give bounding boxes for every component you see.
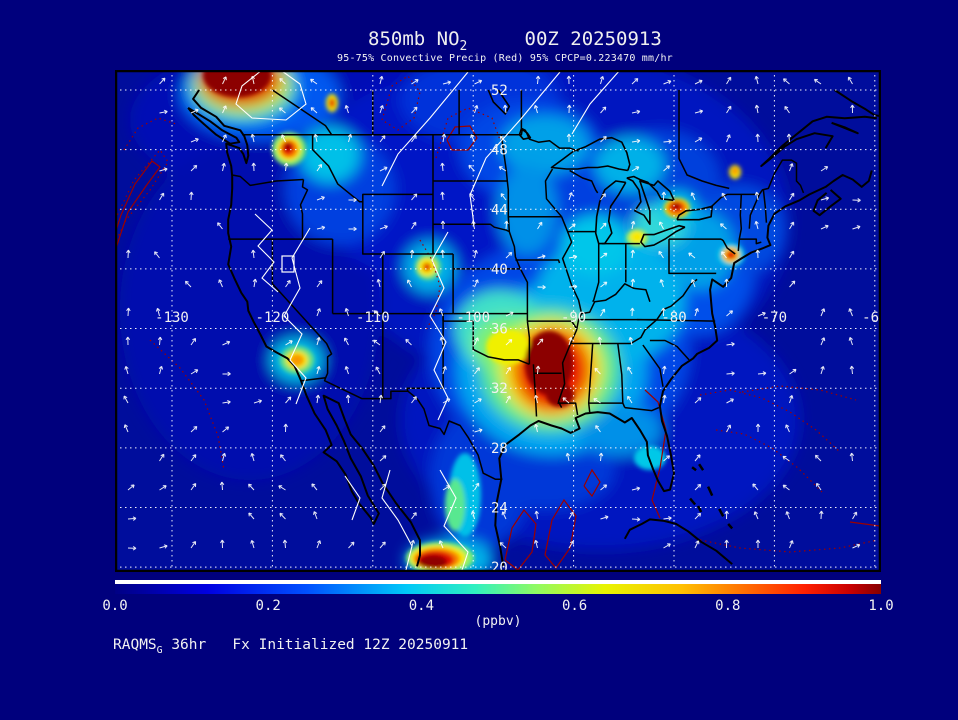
political-border — [668, 239, 717, 275]
colorbar-tick: 0.8 — [715, 598, 741, 614]
political-border — [515, 259, 561, 264]
coastline — [760, 115, 877, 167]
coastline — [187, 107, 241, 145]
political-border — [624, 406, 660, 412]
title-variable-subscript: 2 — [459, 38, 468, 54]
latitude-label: 28 — [491, 441, 508, 457]
latitude-label: 36 — [491, 322, 508, 338]
title-variable: 850mb NO — [368, 28, 460, 50]
coastline — [623, 518, 733, 565]
political-border — [656, 278, 698, 321]
colorbar-units-label: (ppbv) — [474, 614, 522, 629]
coastline — [812, 189, 842, 217]
latitude-label: 52 — [491, 83, 508, 99]
longitude-label: -120 — [256, 310, 290, 326]
latlon-grid — [115, 70, 881, 572]
political-border — [709, 159, 805, 209]
longitude-label: -80 — [661, 310, 686, 326]
latitude-label: 44 — [491, 202, 508, 218]
political-border — [557, 402, 579, 416]
plot-title: 850mb NO2 00Z 20250913 — [368, 28, 662, 54]
political-border — [271, 89, 333, 136]
latitude-label: 48 — [491, 143, 508, 159]
political-border — [311, 134, 433, 203]
longitude-label: -70 — [762, 310, 787, 326]
political-border — [739, 238, 762, 245]
lake-outline — [487, 89, 511, 115]
political-border — [433, 223, 510, 233]
political-border — [532, 364, 538, 417]
colorbar-tick: 0.2 — [255, 598, 281, 614]
colorbar-tick: 0.4 — [408, 598, 435, 614]
coastline — [494, 170, 873, 567]
plot-subtitle: 95-75% Convective Precip (Red) 95% CPCP=… — [337, 53, 673, 64]
colorbar-tick: 1.0 — [868, 598, 894, 614]
political-border — [442, 313, 530, 365]
political-border — [649, 339, 690, 361]
coastline — [831, 121, 859, 135]
longitude-label: -100 — [456, 310, 490, 326]
map-panel: -130 -120 -110 -100 -90 -80 -70 -60 52 48 44 40 36 32… — [103, 40, 887, 582]
political-border — [581, 283, 651, 315]
longitude-label: -130 — [155, 310, 189, 326]
political-border — [630, 319, 658, 345]
political-border — [526, 321, 531, 365]
political-border — [527, 320, 578, 330]
lake-outline — [640, 224, 686, 248]
political-border — [362, 239, 454, 255]
model-run-caption: RAQMSG 36hr Fx Initialized 12Z 20250911 — [113, 637, 468, 656]
political-border — [500, 134, 529, 322]
white-box-marker — [281, 255, 295, 273]
political-border — [271, 239, 333, 379]
political-border — [592, 243, 600, 303]
colorbar-gradient — [115, 584, 881, 594]
political-border — [557, 216, 583, 408]
political-border — [299, 179, 309, 240]
title-gap — [467, 28, 524, 50]
political-border — [642, 344, 664, 387]
model-name: RAQMS — [113, 637, 157, 653]
coastline — [834, 89, 881, 118]
political-border — [720, 238, 736, 255]
colorbar-tick: 0.6 — [561, 598, 588, 614]
map-frame — [114, 69, 882, 573]
political-border — [617, 343, 626, 408]
island — [689, 497, 697, 506]
island — [706, 486, 714, 497]
political-border — [748, 194, 760, 229]
latitude-label: 32 — [491, 381, 508, 397]
political-border — [678, 90, 730, 190]
island — [691, 466, 697, 472]
grid-labels: -130 -120 -110 -100 -90 -80 -70 -60 52 48 44 40 36 32… — [155, 83, 887, 576]
island — [727, 523, 734, 530]
longitude-label: -90 — [561, 310, 586, 326]
political-border — [762, 189, 768, 223]
latitude-label: 40 — [491, 262, 508, 278]
political-border — [301, 377, 503, 480]
latitude-label: 24 — [491, 500, 508, 516]
model-run-text: 36hr Fx Initialized 12Z 20250911 — [162, 637, 469, 653]
colorbar-tick: 0.0 — [102, 598, 128, 614]
lake-outline — [550, 136, 631, 172]
model-name-subscript: G — [156, 644, 163, 656]
no2-concentration-map: -130 -120 -110 -100 -90 -80 -70 -60 52 48 44 40 36 32… — [103, 40, 887, 582]
title-valid-time: 00Z 20250913 — [524, 28, 662, 50]
basemap — [187, 89, 881, 567]
political-border — [544, 168, 563, 218]
island — [718, 508, 725, 517]
political-border — [636, 318, 716, 322]
political-border — [737, 194, 743, 252]
political-border — [242, 128, 579, 152]
longitude-label: -60 — [862, 310, 881, 326]
lake-outline — [626, 175, 675, 225]
wind-barbs — [123, 75, 861, 551]
political-border — [569, 169, 599, 194]
longitude-label: -110 — [356, 310, 390, 326]
colorbar-tick-labels: 0.0 0.2 0.4 0.6 0.8 1.0 — [102, 598, 893, 614]
political-border — [232, 174, 304, 187]
colorbar-top-line — [115, 580, 881, 584]
island — [698, 463, 705, 471]
island — [696, 505, 703, 513]
